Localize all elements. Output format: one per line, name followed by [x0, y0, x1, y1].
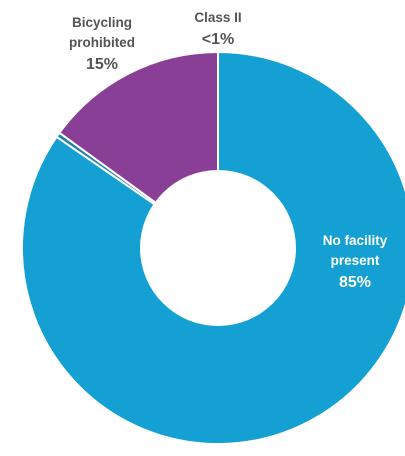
slice-name-line: present: [331, 253, 380, 268]
slice-name-line: Bicycling: [72, 15, 132, 30]
slice-label-bicycling-prohibited: Bicycling prohibited 15%: [69, 15, 135, 73]
slice-name-line: prohibited: [69, 35, 135, 50]
slice-value-label: 85%: [339, 274, 371, 291]
donut-hole: [140, 170, 296, 326]
slice-name-line: No facility: [323, 233, 388, 248]
slice-label-class-ii: Class II <1%: [194, 10, 241, 48]
slice-value-label: 15%: [86, 56, 118, 73]
slice-name-line: Class II: [194, 10, 241, 25]
slice-value-label: <1%: [202, 31, 234, 48]
